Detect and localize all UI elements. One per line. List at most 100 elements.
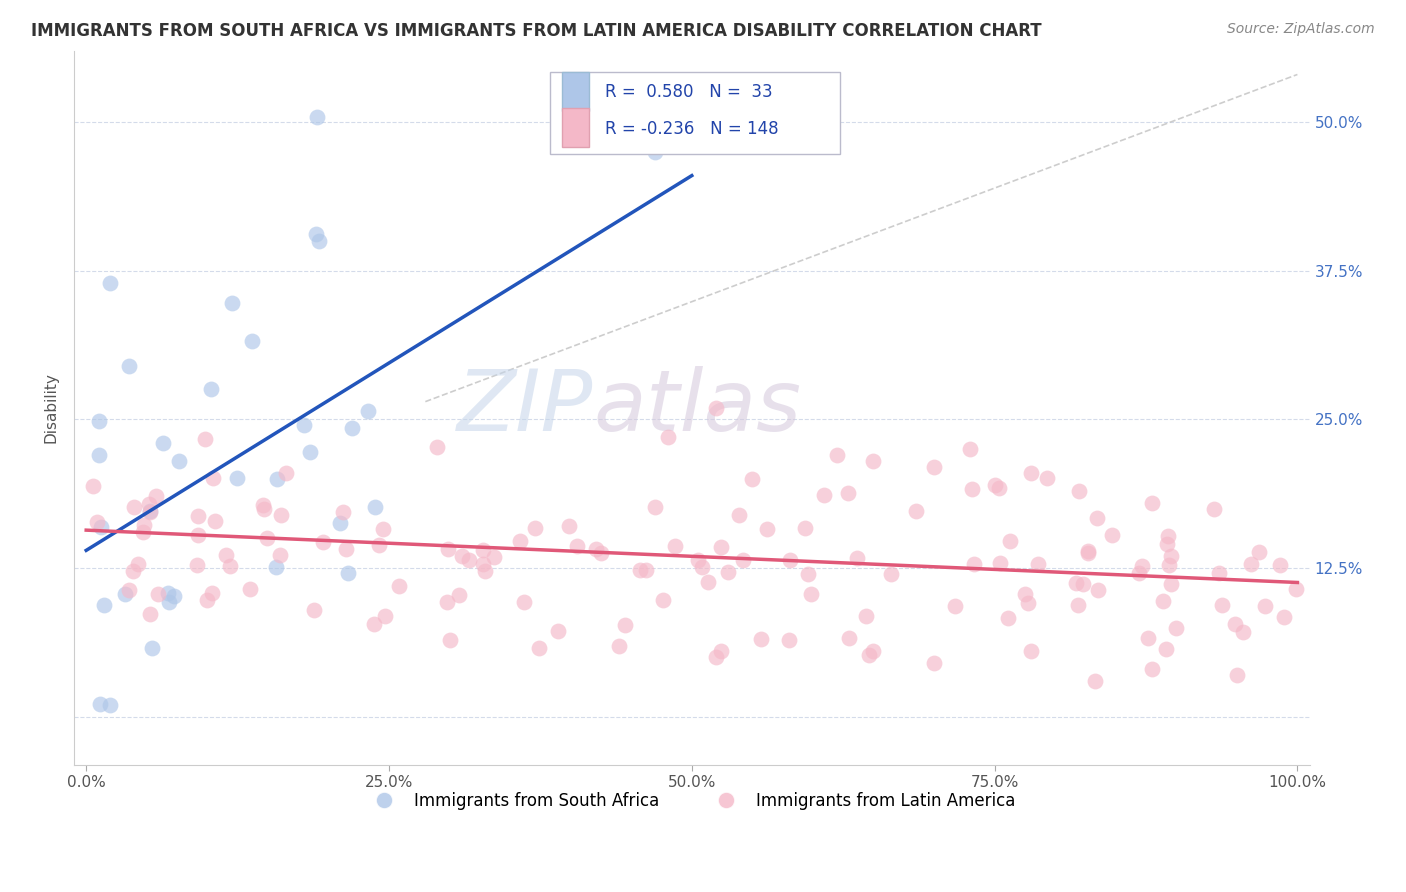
Point — [447, 588, 470, 602]
Point — [292, 418, 315, 433]
Point — [368, 538, 391, 552]
Point — [437, 542, 460, 557]
Point — [1160, 549, 1182, 563]
Point — [1019, 466, 1042, 480]
Point — [855, 609, 877, 624]
Point — [524, 521, 547, 535]
Point — [1101, 528, 1123, 542]
Point — [202, 471, 225, 485]
Point — [226, 471, 249, 485]
Point — [139, 505, 162, 519]
Point — [86, 515, 108, 529]
Point — [472, 542, 495, 557]
Point — [117, 359, 139, 373]
Point — [93, 598, 115, 612]
Point — [1140, 496, 1163, 510]
Point — [132, 525, 155, 540]
Point — [145, 490, 167, 504]
Point — [709, 644, 731, 658]
Point — [305, 110, 328, 124]
Point — [558, 519, 581, 533]
Point — [122, 564, 145, 578]
Point — [644, 145, 666, 159]
Point — [201, 586, 224, 600]
Point — [337, 566, 360, 581]
Point — [451, 549, 474, 563]
Point — [1211, 599, 1233, 613]
Point — [308, 234, 330, 248]
Point — [100, 698, 122, 712]
Point — [880, 567, 903, 582]
Point — [157, 595, 180, 609]
Point — [1019, 644, 1042, 658]
Point — [87, 414, 110, 428]
Text: R = -0.236   N = 148: R = -0.236 N = 148 — [606, 120, 779, 138]
Point — [274, 466, 297, 480]
Point — [118, 582, 141, 597]
Text: IMMIGRANTS FROM SOUTH AFRICA VS IMMIGRANTS FROM LATIN AMERICA DISABILITY CORRELA: IMMIGRANTS FROM SOUTH AFRICA VS IMMIGRAN… — [31, 22, 1042, 40]
Point — [1164, 621, 1187, 635]
Text: ZIP: ZIP — [457, 366, 593, 449]
Point — [1159, 558, 1181, 572]
Point — [1240, 557, 1263, 571]
Point — [363, 500, 385, 515]
Point — [749, 632, 772, 646]
Point — [471, 557, 494, 571]
Point — [1160, 577, 1182, 591]
Point — [1084, 674, 1107, 689]
Point — [266, 559, 288, 574]
Point — [565, 540, 588, 554]
Point — [374, 608, 396, 623]
Point — [298, 445, 321, 459]
Point — [484, 549, 506, 564]
Point — [194, 432, 217, 446]
Point — [837, 486, 859, 500]
Point — [1154, 642, 1177, 657]
Point — [114, 587, 136, 601]
Point — [305, 227, 328, 241]
Point — [335, 541, 357, 556]
Point — [513, 595, 536, 609]
Point — [644, 500, 666, 515]
Point — [195, 592, 218, 607]
Point — [800, 587, 823, 601]
Point — [312, 534, 335, 549]
Text: R =  0.580   N =  33: R = 0.580 N = 33 — [606, 83, 773, 101]
Point — [204, 515, 226, 529]
Point — [1285, 582, 1308, 596]
Point — [983, 478, 1005, 492]
Point — [238, 582, 260, 596]
Point — [728, 508, 751, 523]
Point — [256, 531, 278, 545]
Point — [215, 548, 238, 562]
Point — [589, 546, 612, 560]
Point — [1140, 662, 1163, 676]
Text: Source: ZipAtlas.com: Source: ZipAtlas.com — [1227, 22, 1375, 37]
Point — [474, 564, 496, 578]
Point — [89, 697, 111, 711]
Text: atlas: atlas — [593, 366, 801, 449]
Point — [704, 401, 727, 415]
Point — [139, 607, 162, 621]
Point — [200, 382, 222, 396]
Point — [1087, 582, 1109, 597]
Point — [138, 497, 160, 511]
Point — [138, 504, 160, 518]
Point — [710, 540, 733, 554]
Point — [1254, 599, 1277, 613]
Point — [922, 460, 945, 475]
FancyBboxPatch shape — [562, 72, 589, 112]
Point — [988, 556, 1011, 570]
Point — [242, 334, 264, 349]
Y-axis label: Disability: Disability — [44, 372, 58, 443]
Point — [1136, 631, 1159, 645]
Point — [122, 500, 145, 514]
Point — [825, 448, 848, 462]
Point — [846, 551, 869, 566]
Point — [630, 563, 652, 577]
Point — [960, 483, 983, 497]
Point — [862, 644, 884, 658]
Point — [690, 559, 713, 574]
Point — [439, 632, 461, 647]
Point — [340, 421, 363, 435]
